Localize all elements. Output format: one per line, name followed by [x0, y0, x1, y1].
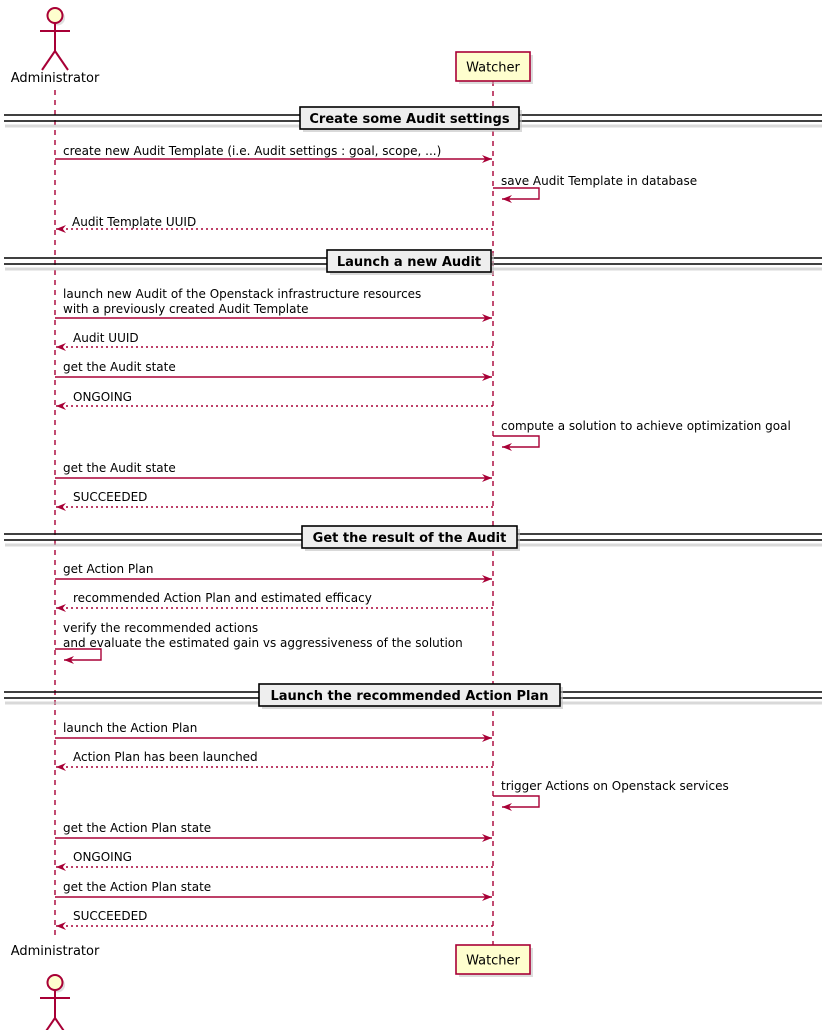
message-label: SUCCEEDED: [73, 909, 147, 923]
message-m2[interactable]: save Audit Template in database: [493, 174, 697, 203]
message-label: ONGOING: [73, 390, 132, 404]
participant-label: Administrator: [11, 71, 100, 86]
participant-watcher-footer[interactable]: Watcher: [455, 944, 533, 977]
divider-box: [299, 106, 520, 130]
divider-label: Get the result of the Audit: [313, 531, 507, 546]
message-m15[interactable]: Action Plan has been launched: [56, 750, 493, 771]
actor-leg-left: [41, 50, 56, 71]
message-label: Audit UUID: [73, 331, 139, 345]
message-label: launch the Action Plan: [63, 721, 197, 735]
actor-head-icon: [46, 7, 64, 24]
message-m7[interactable]: ONGOING: [56, 390, 493, 410]
message-label: with a previously created Audit Template: [63, 302, 309, 316]
message-label: get the Audit state: [63, 360, 176, 374]
divider-label: Launch the recommended Action Plan: [270, 689, 548, 704]
message-label: get Action Plan: [63, 562, 153, 576]
message-m12[interactable]: recommended Action Plan and estimated ef…: [56, 591, 493, 612]
message-self-loop: [493, 187, 540, 203]
message-label: save Audit Template in database: [501, 174, 697, 188]
message-self-loop: [55, 648, 102, 664]
divider-label: Launch a new Audit: [337, 255, 481, 270]
actor-head-icon: [46, 974, 64, 991]
message-m18[interactable]: ONGOING: [56, 850, 493, 871]
messages-layer: create new Audit Template (i.e. Audit se…: [55, 144, 791, 930]
actor-leg-right: [54, 1017, 65, 1030]
participant-label: Watcher: [466, 61, 520, 76]
message-m10[interactable]: SUCCEEDED: [56, 490, 493, 511]
message-label: launch new Audit of the Openstack infras…: [63, 287, 421, 301]
message-m8[interactable]: compute a solution to achieve optimizati…: [493, 419, 791, 451]
message-self-loop: [493, 795, 540, 811]
actor-leg-left: [45, 1017, 56, 1030]
message-m9[interactable]: get the Audit state: [55, 461, 492, 482]
message-label: get the Action Plan state: [63, 821, 211, 835]
message-m14[interactable]: launch the Action Plan: [55, 721, 492, 742]
message-label: Audit Template UUID: [72, 215, 196, 229]
divider-3: Get the result of the Audit: [4, 525, 822, 551]
participants-layer: Administrator Administrator Watcher Watcher: [11, 7, 533, 1030]
message-m17[interactable]: get the Action Plan state: [55, 821, 492, 842]
message-label: trigger Actions on Openstack services: [501, 779, 729, 793]
message-label: create new Audit Template (i.e. Audit se…: [63, 144, 441, 158]
message-label: get the Audit state: [63, 461, 176, 475]
message-label: SUCCEEDED: [73, 490, 147, 504]
message-m19[interactable]: get the Action Plan state: [55, 880, 492, 901]
message-label: Action Plan has been launched: [73, 750, 258, 764]
dividers-layer: Create some Audit settings Launch a new A…: [4, 106, 822, 709]
participant-administrator-header[interactable]: Administrator: [11, 7, 100, 86]
divider-1: Create some Audit settings: [4, 106, 822, 132]
message-label: and evaluate the estimated gain vs aggre…: [63, 636, 463, 650]
participant-watcher-header[interactable]: Watcher: [455, 51, 533, 84]
message-label: get the Action Plan state: [63, 880, 211, 894]
participant-label: Administrator: [11, 944, 100, 959]
divider-box: [258, 683, 561, 707]
participant-label: Watcher: [466, 954, 520, 969]
message-m6[interactable]: get the Audit state: [55, 360, 492, 381]
divider-label: Create some Audit settings: [309, 112, 509, 127]
message-m16[interactable]: trigger Actions on Openstack services: [493, 779, 729, 811]
participant-box: [455, 944, 531, 975]
actor-leg-right: [54, 50, 69, 71]
lifelines-layer: [54, 81, 494, 945]
message-label: verify the recommended actions: [63, 621, 258, 635]
divider-box: [301, 525, 518, 549]
message-m1[interactable]: create new Audit Template (i.e. Audit se…: [55, 144, 492, 163]
message-m20[interactable]: SUCCEEDED: [56, 909, 493, 930]
message-m4[interactable]: launch new Audit of the Openstack infras…: [55, 287, 492, 322]
divider-4: Launch the recommended Action Plan: [4, 683, 822, 709]
message-m11[interactable]: get Action Plan: [55, 562, 492, 583]
divider-2: Launch a new Audit: [4, 249, 822, 275]
participant-administrator-footer[interactable]: Administrator: [11, 944, 100, 1030]
message-m3[interactable]: Audit Template UUID: [56, 215, 493, 233]
message-self-loop: [493, 435, 540, 451]
message-m5[interactable]: Audit UUID: [56, 331, 493, 351]
message-label: recommended Action Plan and estimated ef…: [73, 591, 372, 605]
message-label: ONGOING: [73, 850, 132, 864]
message-label: compute a solution to achieve optimizati…: [501, 419, 791, 433]
divider-box: [326, 249, 492, 273]
participant-box: [455, 51, 531, 82]
